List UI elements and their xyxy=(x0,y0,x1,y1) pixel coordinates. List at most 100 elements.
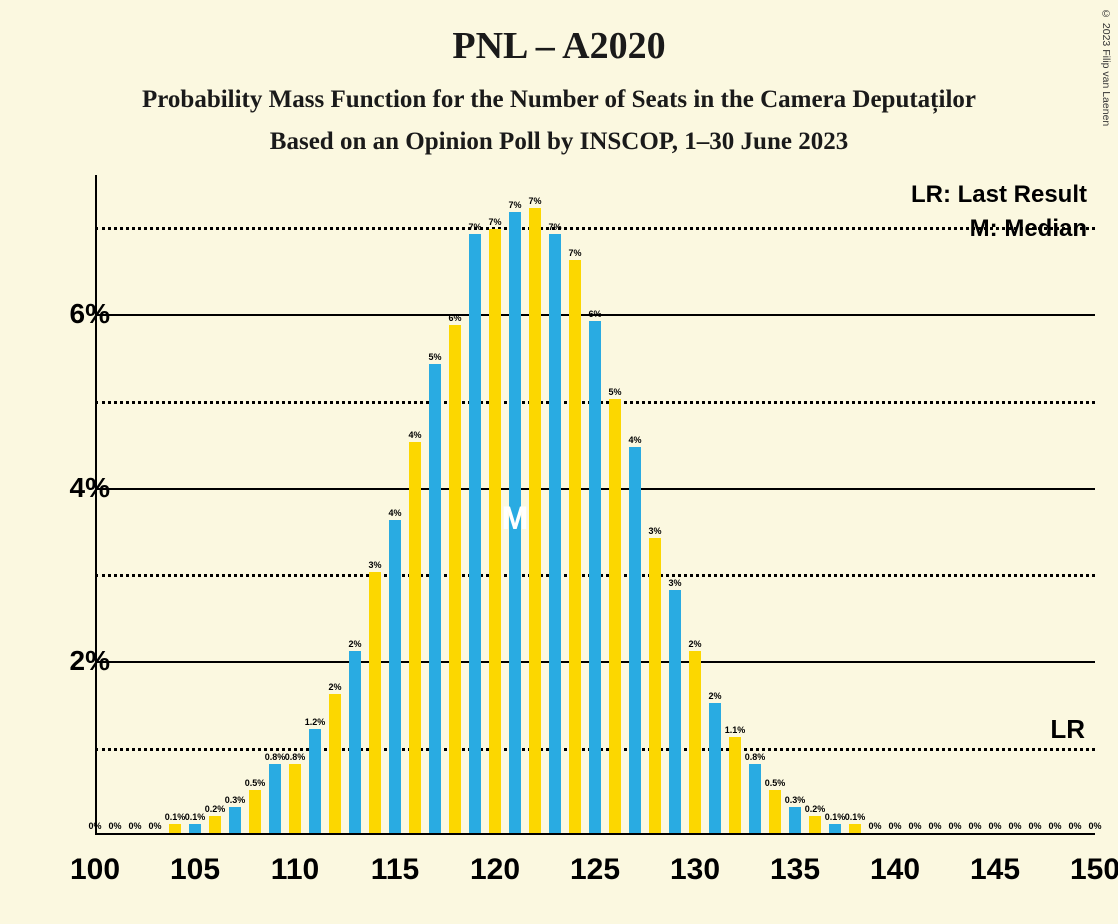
bar-value-label: 3% xyxy=(668,578,681,588)
bar-value-label: 0.1% xyxy=(845,812,866,822)
bar-value-label: 4% xyxy=(408,430,421,440)
chart-container: © 2023 Filip van Laenen PNL – A2020 Prob… xyxy=(0,0,1118,924)
bar-value-label: 2% xyxy=(688,639,701,649)
lr-marker: LR xyxy=(1050,714,1085,745)
x-tick-label: 140 xyxy=(870,853,920,887)
x-tick-label: 145 xyxy=(970,853,1020,887)
y-axis xyxy=(95,175,97,835)
bar-value-label: 0% xyxy=(1088,821,1101,831)
x-tick-label: 120 xyxy=(470,853,520,887)
bar xyxy=(349,651,361,833)
bar xyxy=(189,824,201,833)
bar-value-label: 0% xyxy=(128,821,141,831)
gridline-minor xyxy=(95,227,1095,230)
bar xyxy=(729,737,741,833)
x-tick-label: 100 xyxy=(70,853,120,887)
plot-area: 0%0%0%0%0.1%0.1%0.2%0.3%0.5%0.8%0.8%1.2%… xyxy=(95,175,1095,835)
bar-value-label: 0% xyxy=(988,821,1001,831)
bar xyxy=(209,816,221,833)
bar xyxy=(709,703,721,833)
legend-median: M: Median xyxy=(970,215,1087,243)
y-tick-label: 6% xyxy=(70,298,110,330)
bar-value-label: 0.1% xyxy=(185,812,206,822)
bar-value-label: 0.2% xyxy=(205,804,226,814)
bar xyxy=(689,651,701,833)
bar xyxy=(249,790,261,833)
bar-value-label: 0% xyxy=(1068,821,1081,831)
bar xyxy=(389,520,401,833)
bar-value-label: 0% xyxy=(928,821,941,831)
bar-value-label: 7% xyxy=(468,222,481,232)
bar-value-label: 0.8% xyxy=(745,752,766,762)
bar xyxy=(789,807,801,833)
bar xyxy=(229,807,241,833)
bar-value-label: 0.3% xyxy=(225,795,246,805)
bar xyxy=(469,234,481,833)
bar xyxy=(609,399,621,833)
chart-title: PNL – A2020 xyxy=(0,24,1118,68)
bar xyxy=(309,729,321,833)
chart-subtitle-2: Based on an Opinion Poll by INSCOP, 1–30… xyxy=(0,128,1118,156)
bar-value-label: 6% xyxy=(588,309,601,319)
bar-value-label: 0.5% xyxy=(765,778,786,788)
bar-value-label: 0% xyxy=(908,821,921,831)
bar xyxy=(769,790,781,833)
bar-value-label: 0% xyxy=(948,821,961,831)
bar-value-label: 5% xyxy=(608,387,621,397)
x-tick-label: 110 xyxy=(271,853,319,887)
bar xyxy=(369,572,381,833)
bar-value-label: 7% xyxy=(548,222,561,232)
bar-value-label: 0.5% xyxy=(245,778,266,788)
bar-value-label: 5% xyxy=(428,352,441,362)
bar xyxy=(809,816,821,833)
bar-value-label: 4% xyxy=(388,508,401,518)
legend-last-result: LR: Last Result xyxy=(911,181,1087,209)
bar xyxy=(529,208,541,833)
bar-value-label: 2% xyxy=(708,691,721,701)
x-tick-label: 135 xyxy=(770,853,820,887)
bar xyxy=(409,442,421,833)
bar xyxy=(169,824,181,833)
bar xyxy=(329,694,341,833)
bar-value-label: 1.2% xyxy=(305,717,326,727)
bar-value-label: 0% xyxy=(88,821,101,831)
bar-value-label: 0.2% xyxy=(805,804,826,814)
x-tick-label: 150 xyxy=(1070,853,1118,887)
bar xyxy=(829,824,841,833)
chart-subtitle-1: Probability Mass Function for the Number… xyxy=(0,86,1118,114)
bar xyxy=(849,824,861,833)
y-tick-label: 2% xyxy=(70,645,110,677)
bar xyxy=(669,590,681,833)
bar-value-label: 0.1% xyxy=(165,812,186,822)
bar-value-label: 7% xyxy=(528,196,541,206)
bar-value-label: 0% xyxy=(1028,821,1041,831)
bar xyxy=(749,764,761,833)
x-tick-label: 115 xyxy=(371,853,419,887)
bar xyxy=(489,229,501,833)
bar-value-label: 0% xyxy=(868,821,881,831)
bar xyxy=(289,764,301,833)
bar xyxy=(269,764,281,833)
bar-value-label: 6% xyxy=(448,313,461,323)
bar-value-label: 0% xyxy=(148,821,161,831)
bar-value-label: 2% xyxy=(348,639,361,649)
x-tick-label: 105 xyxy=(170,853,220,887)
bar-value-label: 0% xyxy=(888,821,901,831)
bar-value-label: 7% xyxy=(508,200,521,210)
bar xyxy=(449,325,461,833)
bar-value-label: 0% xyxy=(1048,821,1061,831)
bar-value-label: 2% xyxy=(328,682,341,692)
bar-value-label: 0% xyxy=(968,821,981,831)
bar-value-label: 3% xyxy=(368,560,381,570)
bar-value-label: 7% xyxy=(568,248,581,258)
bar xyxy=(569,260,581,833)
bar-value-label: 3% xyxy=(648,526,661,536)
y-tick-label: 4% xyxy=(70,472,110,504)
x-axis xyxy=(95,833,1095,835)
bar-value-label: 0.3% xyxy=(785,795,806,805)
bar-value-label: 0.1% xyxy=(825,812,846,822)
median-marker: M xyxy=(502,500,529,537)
bar-value-label: 0% xyxy=(108,821,121,831)
bar-value-label: 0% xyxy=(1008,821,1021,831)
bar-value-label: 4% xyxy=(628,435,641,445)
